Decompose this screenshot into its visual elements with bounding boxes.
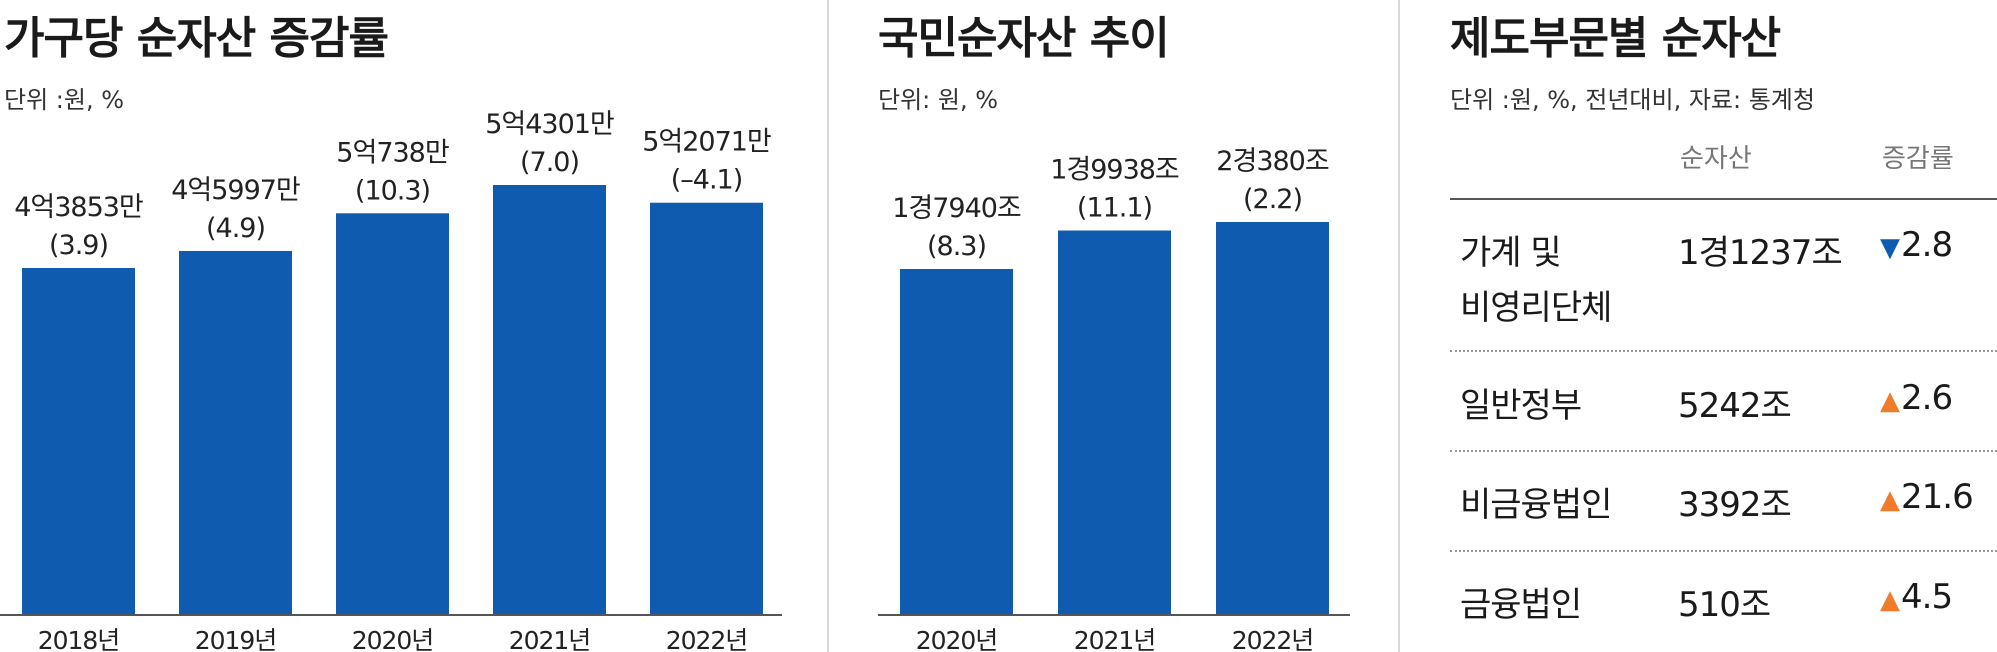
up-triangle-icon: ▲ (1880, 485, 1900, 515)
national-bar-chart: 1경7940조 (8.3) 2020년 1경9938조 (11.1) 2021년 2경380… (878, 146, 1350, 652)
change-label: (3.9) (49, 230, 108, 261)
value-label: 2경380조 (1216, 146, 1329, 177)
header-rule (1450, 198, 1997, 200)
panel-divider (827, 0, 829, 652)
column-header-change-rate: 증감률 (1882, 144, 1954, 174)
chart-title: 국민순자산 추이 (878, 13, 1170, 64)
x-tick-label: 2021년 (1074, 626, 1156, 652)
sector-table-panel: 제도부문별 순자산 단위 :원, %, 전년대비, 자료: 통계청 순자산 증감… (1400, 0, 1997, 652)
household-net-asset-panel: 가구당 순자산 증감률 단위 :원, % 4억3853만 (3.9) 2018년 4억… (0, 0, 800, 652)
unit-note: 단위: 원, % (878, 86, 999, 114)
change-value: 2.8 (1901, 225, 1953, 265)
down-triangle-icon: ▼ (1880, 233, 1900, 263)
net-asset-value: 510조 (1678, 585, 1771, 625)
x-tick-label: 2022년 (1232, 626, 1314, 652)
change-label: (8.3) (927, 231, 986, 262)
up-triangle-icon: ▲ (1880, 386, 1900, 416)
value-label: 4억3853만 (14, 192, 143, 223)
row-divider (1450, 350, 1997, 352)
bar-2019년 (179, 250, 292, 615)
sector-name: 금융법인 (1460, 585, 1582, 625)
value-label: 1경9938조 (1050, 155, 1179, 186)
value-label: 5억738만 (336, 137, 449, 168)
column-header-net-assets: 순자산 (1680, 144, 1752, 174)
row-divider (1450, 450, 1997, 452)
bar-2018년 (22, 268, 135, 615)
sector-name-line2: 비영리단체 (1460, 288, 1612, 328)
sector-name: 가계 및 (1460, 233, 1562, 273)
bar-2020년 (900, 269, 1013, 615)
change-label: (4.9) (206, 213, 265, 244)
change-label: (–4.1) (671, 165, 743, 196)
x-tick-label: 2022년 (666, 626, 748, 652)
row-divider (1450, 550, 1997, 552)
value-label: 5억4301만 (485, 109, 614, 140)
x-tick-label: 2021년 (509, 626, 591, 652)
bar-2021년 (1058, 230, 1171, 616)
unit-note: 단위 :원, % (4, 86, 125, 114)
x-tick-label: 2020년 (352, 626, 434, 652)
x-tick-label: 2019년 (195, 626, 277, 652)
value-label: 4억5997만 (171, 175, 300, 206)
sector-name: 일반정부 (1460, 386, 1582, 426)
panel-divider (1398, 0, 1400, 652)
change-label: (10.3) (355, 175, 430, 206)
up-triangle-icon: ▲ (1880, 585, 1900, 615)
table-title: 제도부문별 순자산 (1450, 13, 1781, 64)
household-bar-chart: 4억3853만 (3.9) 2018년 4억5997만 (4.9) 2019년 5억738만… (0, 109, 782, 652)
change-value: 21.6 (1901, 477, 1974, 517)
change-value: 2.6 (1901, 378, 1953, 418)
value-label: 5억2071만 (642, 127, 771, 158)
x-tick-label: 2018년 (38, 626, 120, 652)
change-rate: ▲2.6 (1880, 378, 1953, 418)
bar-2020년 (336, 213, 449, 615)
bar-2022년 (1216, 222, 1329, 615)
change-label: (11.1) (1077, 193, 1152, 224)
value-label: 1경7940조 (892, 193, 1021, 224)
national-net-asset-panel: 국민순자산 추이 단위: 원, % 1경7940조 (8.3) 2020년 1경993… (830, 0, 1390, 652)
x-tick-label: 2020년 (916, 626, 998, 652)
bar-2021년 (493, 185, 606, 615)
sector-name: 비금융법인 (1460, 485, 1612, 525)
change-rate: ▲4.5 (1880, 577, 1953, 617)
change-label: (7.0) (520, 147, 579, 178)
change-value: 4.5 (1901, 577, 1953, 617)
change-rate: ▲21.6 (1880, 477, 1974, 517)
net-asset-value: 3392조 (1678, 485, 1792, 525)
bar-2022년 (650, 202, 763, 616)
net-asset-value: 5242조 (1678, 386, 1792, 426)
chart-title: 가구당 순자산 증감률 (4, 13, 389, 64)
change-rate: ▼2.8 (1880, 225, 1953, 265)
change-label: (2.2) (1243, 184, 1302, 215)
net-asset-value: 1경1237조 (1678, 233, 1843, 273)
unit-note: 단위 :원, %, 전년대비, 자료: 통계청 (1450, 86, 1815, 114)
